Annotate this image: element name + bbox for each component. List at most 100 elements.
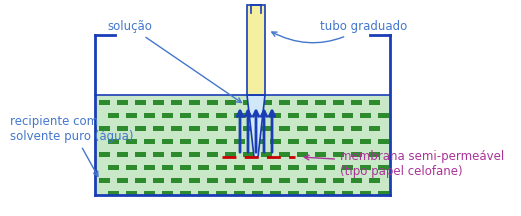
Bar [378, 165, 389, 170]
Bar [144, 139, 155, 144]
Bar [297, 178, 308, 183]
Bar [288, 165, 299, 170]
Bar [306, 165, 317, 170]
Bar [247, 5, 265, 95]
Bar [99, 126, 110, 131]
Bar [99, 152, 110, 157]
Bar [351, 126, 362, 131]
Bar [135, 152, 146, 157]
Bar [279, 178, 290, 183]
Bar [279, 100, 290, 105]
Bar [153, 126, 164, 131]
Text: solução: solução [107, 20, 241, 103]
Bar [126, 165, 137, 170]
Bar [261, 178, 272, 183]
Bar [126, 139, 137, 144]
Bar [117, 100, 128, 105]
Bar [207, 178, 218, 183]
Bar [117, 152, 128, 157]
Text: tubo graduado: tubo graduado [272, 20, 407, 43]
Bar [279, 152, 290, 157]
Bar [189, 178, 200, 183]
Bar [243, 178, 254, 183]
Bar [342, 139, 353, 144]
Bar [99, 100, 110, 105]
Bar [333, 126, 344, 131]
Bar [198, 113, 209, 118]
Bar [369, 100, 380, 105]
Bar [270, 113, 281, 118]
Bar [171, 126, 182, 131]
Bar [207, 152, 218, 157]
Bar [126, 113, 137, 118]
Bar [315, 152, 326, 157]
Bar [216, 139, 227, 144]
Bar [207, 126, 218, 131]
Bar [135, 100, 146, 105]
Bar [342, 191, 353, 196]
Bar [333, 178, 344, 183]
Bar [108, 139, 119, 144]
Bar [252, 191, 263, 196]
Bar [324, 113, 335, 118]
Bar [207, 100, 218, 105]
Bar [189, 152, 200, 157]
Bar [243, 152, 254, 157]
Bar [252, 139, 263, 144]
Bar [351, 152, 362, 157]
Bar [234, 113, 245, 118]
Bar [216, 113, 227, 118]
Bar [153, 100, 164, 105]
Bar [270, 191, 281, 196]
Bar [153, 152, 164, 157]
Bar [261, 126, 272, 131]
Bar [252, 165, 263, 170]
Bar [135, 126, 146, 131]
Bar [333, 100, 344, 105]
Bar [171, 178, 182, 183]
Bar [162, 165, 173, 170]
Bar [162, 113, 173, 118]
Bar [225, 100, 236, 105]
Bar [261, 100, 272, 105]
Bar [225, 126, 236, 131]
Bar [180, 139, 191, 144]
Bar [171, 152, 182, 157]
Bar [108, 191, 119, 196]
Text: recipiente com
solvente puro (água): recipiente com solvente puro (água) [10, 115, 133, 176]
Bar [324, 139, 335, 144]
Bar [144, 113, 155, 118]
Text: membrana semi-permeável
(tipo papel celofane): membrana semi-permeável (tipo papel celo… [304, 150, 504, 178]
Bar [99, 178, 110, 183]
Bar [360, 165, 371, 170]
Bar [306, 139, 317, 144]
Bar [126, 191, 137, 196]
Bar [162, 191, 173, 196]
Bar [234, 165, 245, 170]
Bar [378, 191, 389, 196]
Bar [342, 113, 353, 118]
Bar [369, 178, 380, 183]
Bar [117, 126, 128, 131]
Bar [306, 191, 317, 196]
Bar [95, 95, 390, 195]
Bar [144, 191, 155, 196]
Bar [189, 126, 200, 131]
Bar [360, 191, 371, 196]
Bar [135, 178, 146, 183]
Bar [351, 100, 362, 105]
Bar [243, 126, 254, 131]
Bar [369, 152, 380, 157]
Bar [225, 152, 236, 157]
Bar [360, 113, 371, 118]
Bar [198, 165, 209, 170]
Bar [342, 165, 353, 170]
Bar [315, 178, 326, 183]
Bar [288, 113, 299, 118]
Bar [297, 152, 308, 157]
Bar [324, 165, 335, 170]
Bar [297, 126, 308, 131]
Bar [270, 139, 281, 144]
Bar [351, 178, 362, 183]
Polygon shape [247, 95, 265, 157]
